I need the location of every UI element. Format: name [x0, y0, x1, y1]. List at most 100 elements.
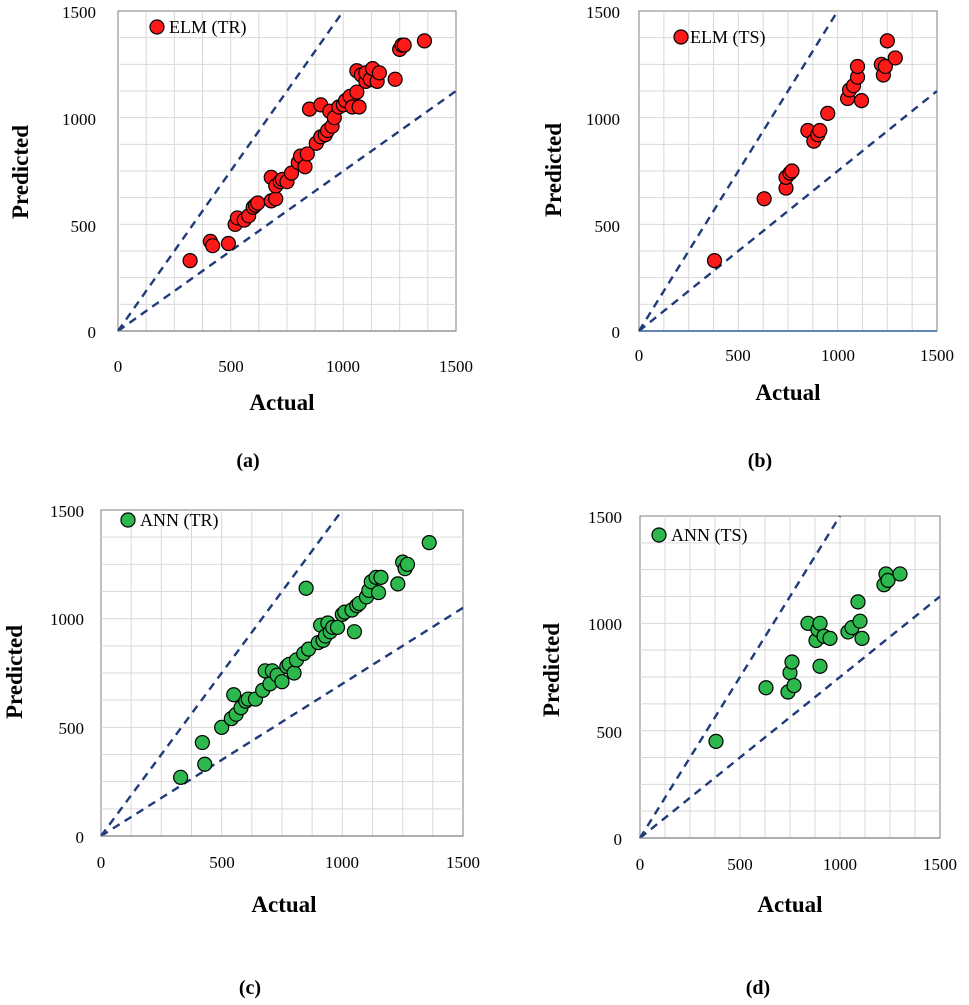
panel-d-point — [784, 654, 800, 670]
panel-a-xlabel: Actual — [249, 390, 314, 415]
panel-c-point — [173, 769, 189, 785]
panel-c-xlabel: Actual — [251, 892, 316, 917]
panel-a: 0 500 1000 1500 0 500 1000 1500 Actual P… — [8, 3, 473, 472]
panel-c-xtick-1: 500 — [209, 853, 235, 872]
panel-d-xtick-3: 1500 — [923, 855, 957, 874]
panel-c-point — [346, 624, 362, 640]
panel-c-ytick-1: 500 — [59, 719, 85, 738]
panel-d-grid — [640, 516, 940, 838]
panel-a-point — [351, 99, 367, 115]
panel-d-ytick-1: 500 — [597, 723, 623, 742]
panel-b-ylabel: Predicted — [541, 123, 566, 217]
panel-c-point — [421, 534, 437, 551]
panel-c-point — [390, 576, 406, 592]
panel-d-ylabel: Predicted — [539, 623, 564, 717]
panel-b-bound-lines — [637, 10, 938, 332]
panel-b-ytick-0: 0 — [612, 323, 621, 342]
panel-d-point — [852, 613, 868, 629]
panel-c-point — [194, 734, 210, 751]
panel-b: 0 500 1000 1500 0 500 1000 1500 Actual P… — [541, 3, 954, 472]
panel-a-point — [371, 65, 387, 81]
panel-a-point — [416, 33, 433, 49]
panel-b-legend-label: ELM (TS) — [690, 27, 766, 48]
panel-c-ytick-0: 0 — [76, 828, 85, 847]
panel-d-point — [812, 615, 828, 631]
panel-d-legend: ANN (TS) — [651, 525, 748, 546]
panel-b-ytick-1: 500 — [595, 217, 621, 236]
panel-c-ylabel: Predicted — [2, 625, 27, 719]
panel-a-point — [220, 235, 237, 252]
panel-b-point — [820, 105, 836, 122]
panel-a-xtick-1: 500 — [218, 357, 244, 376]
panel-b-point — [879, 33, 895, 49]
panel-c-point — [298, 580, 314, 596]
panel-c-legend-marker — [120, 512, 136, 528]
panel-b-point — [756, 191, 772, 207]
panel-d-legend-label: ANN (TS) — [671, 525, 748, 546]
panel-a-ytick-2: 1000 — [62, 110, 96, 129]
panel-b-ytick-3: 1500 — [586, 3, 620, 22]
panel-c-point — [286, 665, 302, 681]
panel-d-ytick-2: 1000 — [588, 615, 622, 634]
panel-b-xtick-1: 500 — [725, 346, 751, 365]
panel-b-points — [706, 33, 903, 269]
panel-c-point — [329, 619, 346, 635]
panel-c-point — [274, 674, 290, 690]
panel-d-xtick-1: 500 — [727, 855, 753, 874]
panel-c-legend-label: ANN (TR) — [140, 510, 219, 531]
panel-a-point — [297, 159, 313, 175]
panel-c-point — [226, 687, 242, 703]
panel-c-bound-line-upper — [100, 509, 344, 837]
panel-d-point — [822, 630, 838, 646]
panel-d-xtick-2: 1000 — [823, 855, 857, 874]
panel-d-bound-lines — [638, 515, 941, 839]
panel-b-bound-line-lower — [638, 90, 938, 332]
panel-c-legend: ANN (TR) — [120, 510, 219, 531]
panel-b-point — [887, 50, 903, 66]
panel-c-points — [173, 534, 437, 785]
panel-d-point — [854, 630, 870, 646]
panel-a-legend-marker — [149, 19, 165, 35]
panel-c-bound-line-lower — [100, 606, 464, 838]
panel-c-xtick-0: 0 — [97, 853, 106, 872]
panel-d: 0 500 1000 1500 0 500 1000 1500 Actual P… — [539, 508, 957, 999]
panel-b-point — [706, 253, 723, 269]
panel-a-xtick-2: 1000 — [326, 357, 360, 376]
panel-a-point — [182, 253, 198, 269]
panel-a-point — [205, 238, 221, 254]
panel-a-point — [396, 37, 412, 53]
panel-d-point — [850, 594, 866, 610]
panel-c-point — [370, 584, 387, 601]
panel-d-caption: (d) — [746, 977, 770, 999]
panel-d-legend-marker — [651, 527, 667, 543]
panel-c-point — [373, 569, 389, 585]
panel-c-xtick-2: 1000 — [325, 853, 359, 872]
panel-d-point — [812, 658, 828, 674]
panel-d-point — [786, 677, 802, 694]
panel-d-xtick-0: 0 — [636, 855, 645, 874]
panel-a-xtick-3: 1500 — [439, 357, 473, 376]
panel-a-legend-label: ELM (TR) — [169, 17, 246, 38]
panel-a-bound-lines — [117, 10, 457, 332]
panel-a-ytick-1: 500 — [71, 217, 97, 236]
panel-b-legend: ELM (TS) — [673, 27, 766, 48]
panel-b-xlabel: Actual — [755, 380, 820, 405]
panel-c-ytick-3: 1500 — [50, 502, 84, 521]
panel-d-xlabel: Actual — [757, 892, 822, 917]
panel-d-point — [892, 566, 908, 582]
panel-c-point — [197, 756, 213, 772]
panel-b-ytick-2: 1000 — [586, 110, 620, 129]
panel-c-point — [399, 556, 416, 572]
panel-a-xtick-0: 0 — [114, 357, 123, 376]
panel-a-points — [182, 33, 433, 269]
panel-b-xtick-3: 1500 — [920, 346, 954, 365]
panel-c-bound-lines — [100, 509, 464, 838]
panel-a-point — [268, 191, 284, 207]
panel-c-ytick-2: 1000 — [50, 610, 84, 629]
panel-b-point — [812, 122, 828, 139]
panel-d-point — [880, 572, 896, 589]
panel-b-point — [784, 163, 800, 179]
panel-d-ytick-3: 1500 — [588, 508, 622, 527]
panel-d-points — [708, 566, 908, 750]
